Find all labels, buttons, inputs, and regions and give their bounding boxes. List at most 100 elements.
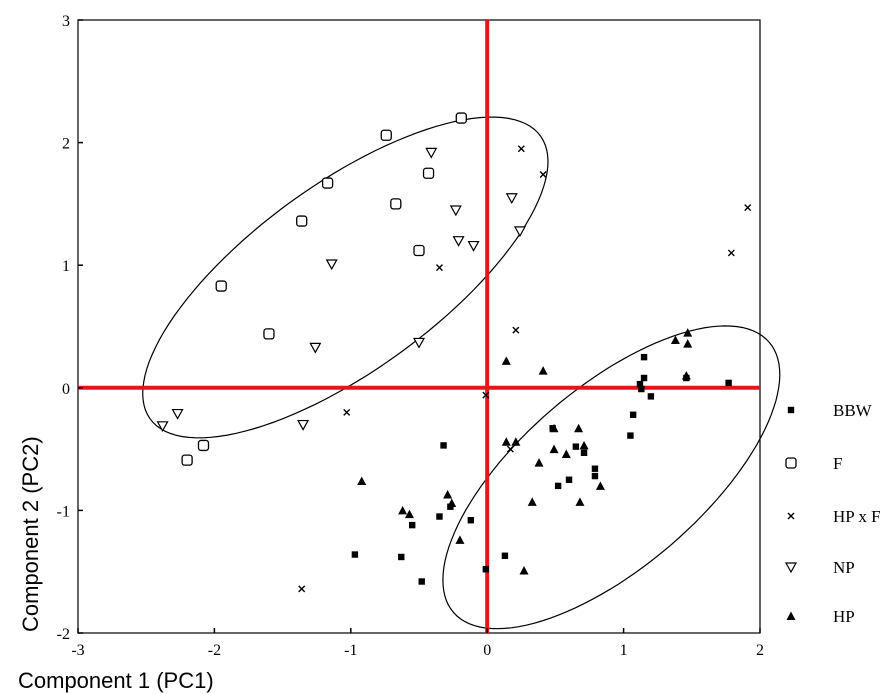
data-point: [575, 497, 585, 506]
data-point: [670, 335, 680, 344]
series-f: [181, 112, 467, 466]
data-point: [505, 193, 518, 205]
data-point: [683, 339, 693, 348]
data-point: [527, 497, 537, 506]
data-point: [513, 226, 526, 238]
x-tick-label: 1: [620, 642, 628, 659]
data-point: [549, 444, 559, 454]
x-stroke: [744, 204, 752, 212]
x-tick-label: 0: [483, 642, 491, 659]
data-point: [534, 458, 544, 467]
data-point: [636, 380, 644, 388]
legend: BBW F HP x F NP HP: [784, 401, 881, 626]
y-tick-label: -2: [57, 626, 70, 643]
cluster-ellipses: [142, 116, 781, 630]
data-point: [561, 449, 571, 459]
x-stroke: [343, 408, 351, 416]
data-point: [538, 366, 548, 375]
data-point: [357, 476, 367, 485]
data-point: [549, 423, 559, 433]
data-point: [725, 379, 732, 387]
legend-marker: [787, 406, 795, 414]
data-point: [565, 476, 573, 483]
data-point: [482, 391, 490, 399]
data-point: [215, 280, 227, 292]
x-stroke: [787, 512, 795, 520]
data-point: [681, 371, 691, 380]
x-stroke: [539, 170, 547, 178]
y-tick-label: 0: [62, 381, 70, 398]
y-tick-label: 2: [62, 136, 70, 153]
data-point: [171, 408, 184, 420]
data-point: [744, 204, 752, 212]
data-point: [467, 517, 475, 524]
data-point: [197, 439, 210, 452]
data-point: [380, 129, 392, 141]
data-point: [554, 482, 562, 490]
data-point: [325, 259, 338, 271]
legend-label: HP: [833, 607, 855, 626]
y-axis-title: Component 2 (PC2): [18, 436, 43, 632]
data-point: [408, 521, 416, 529]
data-point: [455, 535, 465, 544]
x-stroke: [512, 326, 520, 334]
legend-label: F: [833, 454, 842, 473]
data-point: [539, 170, 547, 178]
reference-lines: [78, 20, 760, 633]
series-hp-x-f: [298, 145, 752, 593]
x-stroke: [298, 585, 306, 593]
data-point: [449, 205, 462, 217]
data-point: [452, 236, 465, 247]
data-point: [572, 443, 580, 450]
data-point: [519, 565, 529, 575]
x-stroke: [727, 249, 735, 257]
data-point: [263, 328, 275, 340]
data-point: [296, 215, 308, 227]
legend-label: HP x F: [833, 507, 881, 526]
data-point: [580, 449, 588, 456]
x-stroke: [435, 264, 443, 272]
data-point: [390, 198, 402, 210]
series-np: [156, 147, 526, 433]
data-point: [647, 393, 655, 400]
data-points: [156, 112, 752, 593]
data-point: [638, 385, 645, 393]
data-point: [309, 342, 322, 354]
data-point: [412, 337, 426, 349]
x-stroke: [506, 445, 514, 453]
cluster-ellipse-1: [142, 116, 549, 439]
data-point: [181, 454, 193, 466]
data-point: [512, 326, 520, 334]
x-tick-label: -1: [344, 642, 357, 659]
data-point: [595, 481, 605, 490]
data-point: [455, 112, 467, 124]
data-point: [683, 328, 693, 337]
legend-marker: [786, 611, 796, 620]
data-point: [467, 240, 480, 252]
data-point: [298, 585, 306, 593]
data-point: [629, 411, 637, 418]
series-hp: [357, 328, 693, 575]
data-point: [343, 408, 351, 416]
data-point: [398, 553, 405, 561]
plot-frame: [77, 19, 761, 634]
data-point: [404, 509, 414, 519]
data-point: [351, 551, 359, 558]
data-point: [727, 249, 735, 257]
data-point: [398, 505, 408, 515]
legend-label: NP: [833, 558, 855, 577]
data-point: [447, 498, 457, 508]
data-point: [579, 440, 589, 450]
data-point: [640, 353, 648, 361]
data-point: [425, 147, 438, 159]
y-tick-label: 3: [62, 13, 70, 30]
data-point: [156, 421, 169, 433]
x-tick-label: -3: [71, 642, 84, 659]
data-point: [501, 356, 511, 365]
y-tick-label: 1: [62, 258, 70, 275]
legend-marker: [785, 457, 797, 469]
data-point: [413, 244, 425, 257]
data-point: [443, 489, 453, 499]
y-tick-label: -1: [57, 503, 70, 520]
